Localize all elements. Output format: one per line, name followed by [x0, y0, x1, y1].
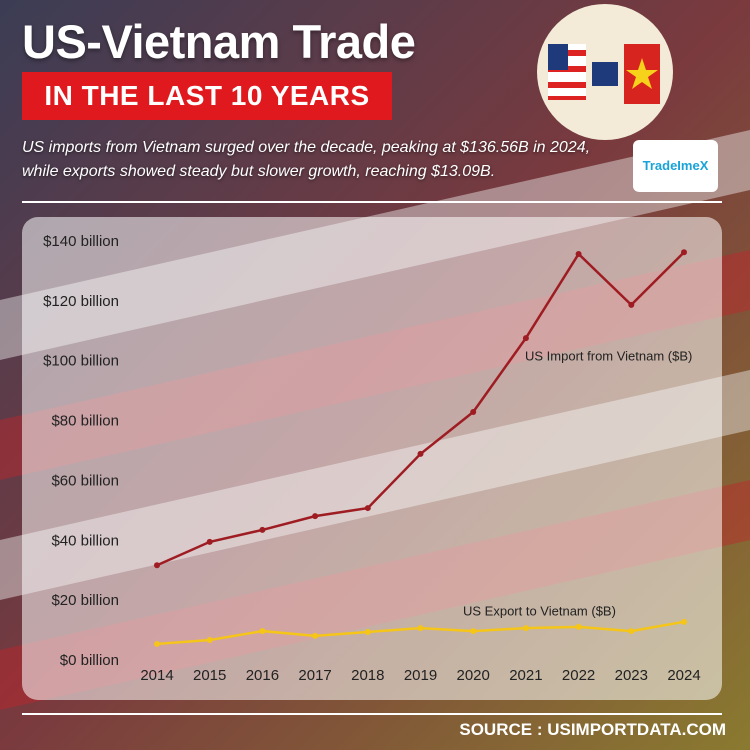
data-point [364, 628, 371, 635]
data-point [470, 408, 477, 415]
x-tick-label: 2015 [193, 667, 226, 684]
x-tick-label: 2023 [615, 667, 648, 684]
data-point [259, 628, 266, 635]
data-point [417, 450, 424, 457]
data-point [628, 301, 635, 308]
data-point [259, 526, 266, 533]
y-tick-label: $20 billion [51, 592, 119, 609]
x-tick-label: 2016 [246, 667, 279, 684]
data-point [575, 250, 582, 257]
data-point [206, 637, 213, 644]
title: US-Vietnam Trade [22, 15, 416, 68]
y-tick-label: $120 billion [43, 293, 119, 310]
x-tick-label: 2020 [457, 667, 490, 684]
y-tick-label: $60 billion [51, 472, 119, 489]
data-point [312, 632, 319, 639]
chart-panel [22, 217, 722, 700]
x-tick-label: 2019 [404, 667, 437, 684]
data-point [575, 623, 582, 630]
series-label: US Import from Vietnam ($B) [525, 348, 692, 363]
data-point [206, 538, 213, 545]
data-point [681, 618, 687, 625]
data-point [522, 335, 529, 342]
subtitle: US imports from Vietnam surged over the … [22, 139, 591, 180]
data-point [417, 625, 424, 632]
x-tick-label: 2017 [298, 667, 331, 684]
x-tick-label: 2022 [562, 667, 595, 684]
data-point [312, 513, 319, 520]
y-tick-label: $100 billion [43, 353, 119, 370]
y-tick-label: $140 billion [43, 233, 119, 250]
x-tick-label: 2014 [140, 667, 173, 684]
y-tick-label: $80 billion [51, 413, 119, 430]
y-tick-label: $0 billion [60, 652, 119, 669]
x-tick-label: 2024 [667, 667, 700, 684]
x-tick-label: 2021 [509, 667, 542, 684]
x-tick-label: 2018 [351, 667, 384, 684]
data-point [681, 249, 687, 256]
y-tick-label: $40 billion [51, 532, 119, 549]
data-point [628, 628, 635, 635]
series-label: US Export to Vietnam ($B) [463, 603, 616, 618]
source: SOURCE : USIMPORTDATA.COM [459, 720, 726, 739]
data-point [522, 625, 529, 632]
flag-icon [548, 44, 660, 104]
data-point [154, 562, 160, 569]
data-point [154, 640, 160, 647]
data-point [364, 505, 371, 512]
data-point [470, 628, 477, 635]
banner: IN THE LAST 10 YEARS [22, 72, 392, 120]
logo: TradeImeX [633, 140, 718, 192]
